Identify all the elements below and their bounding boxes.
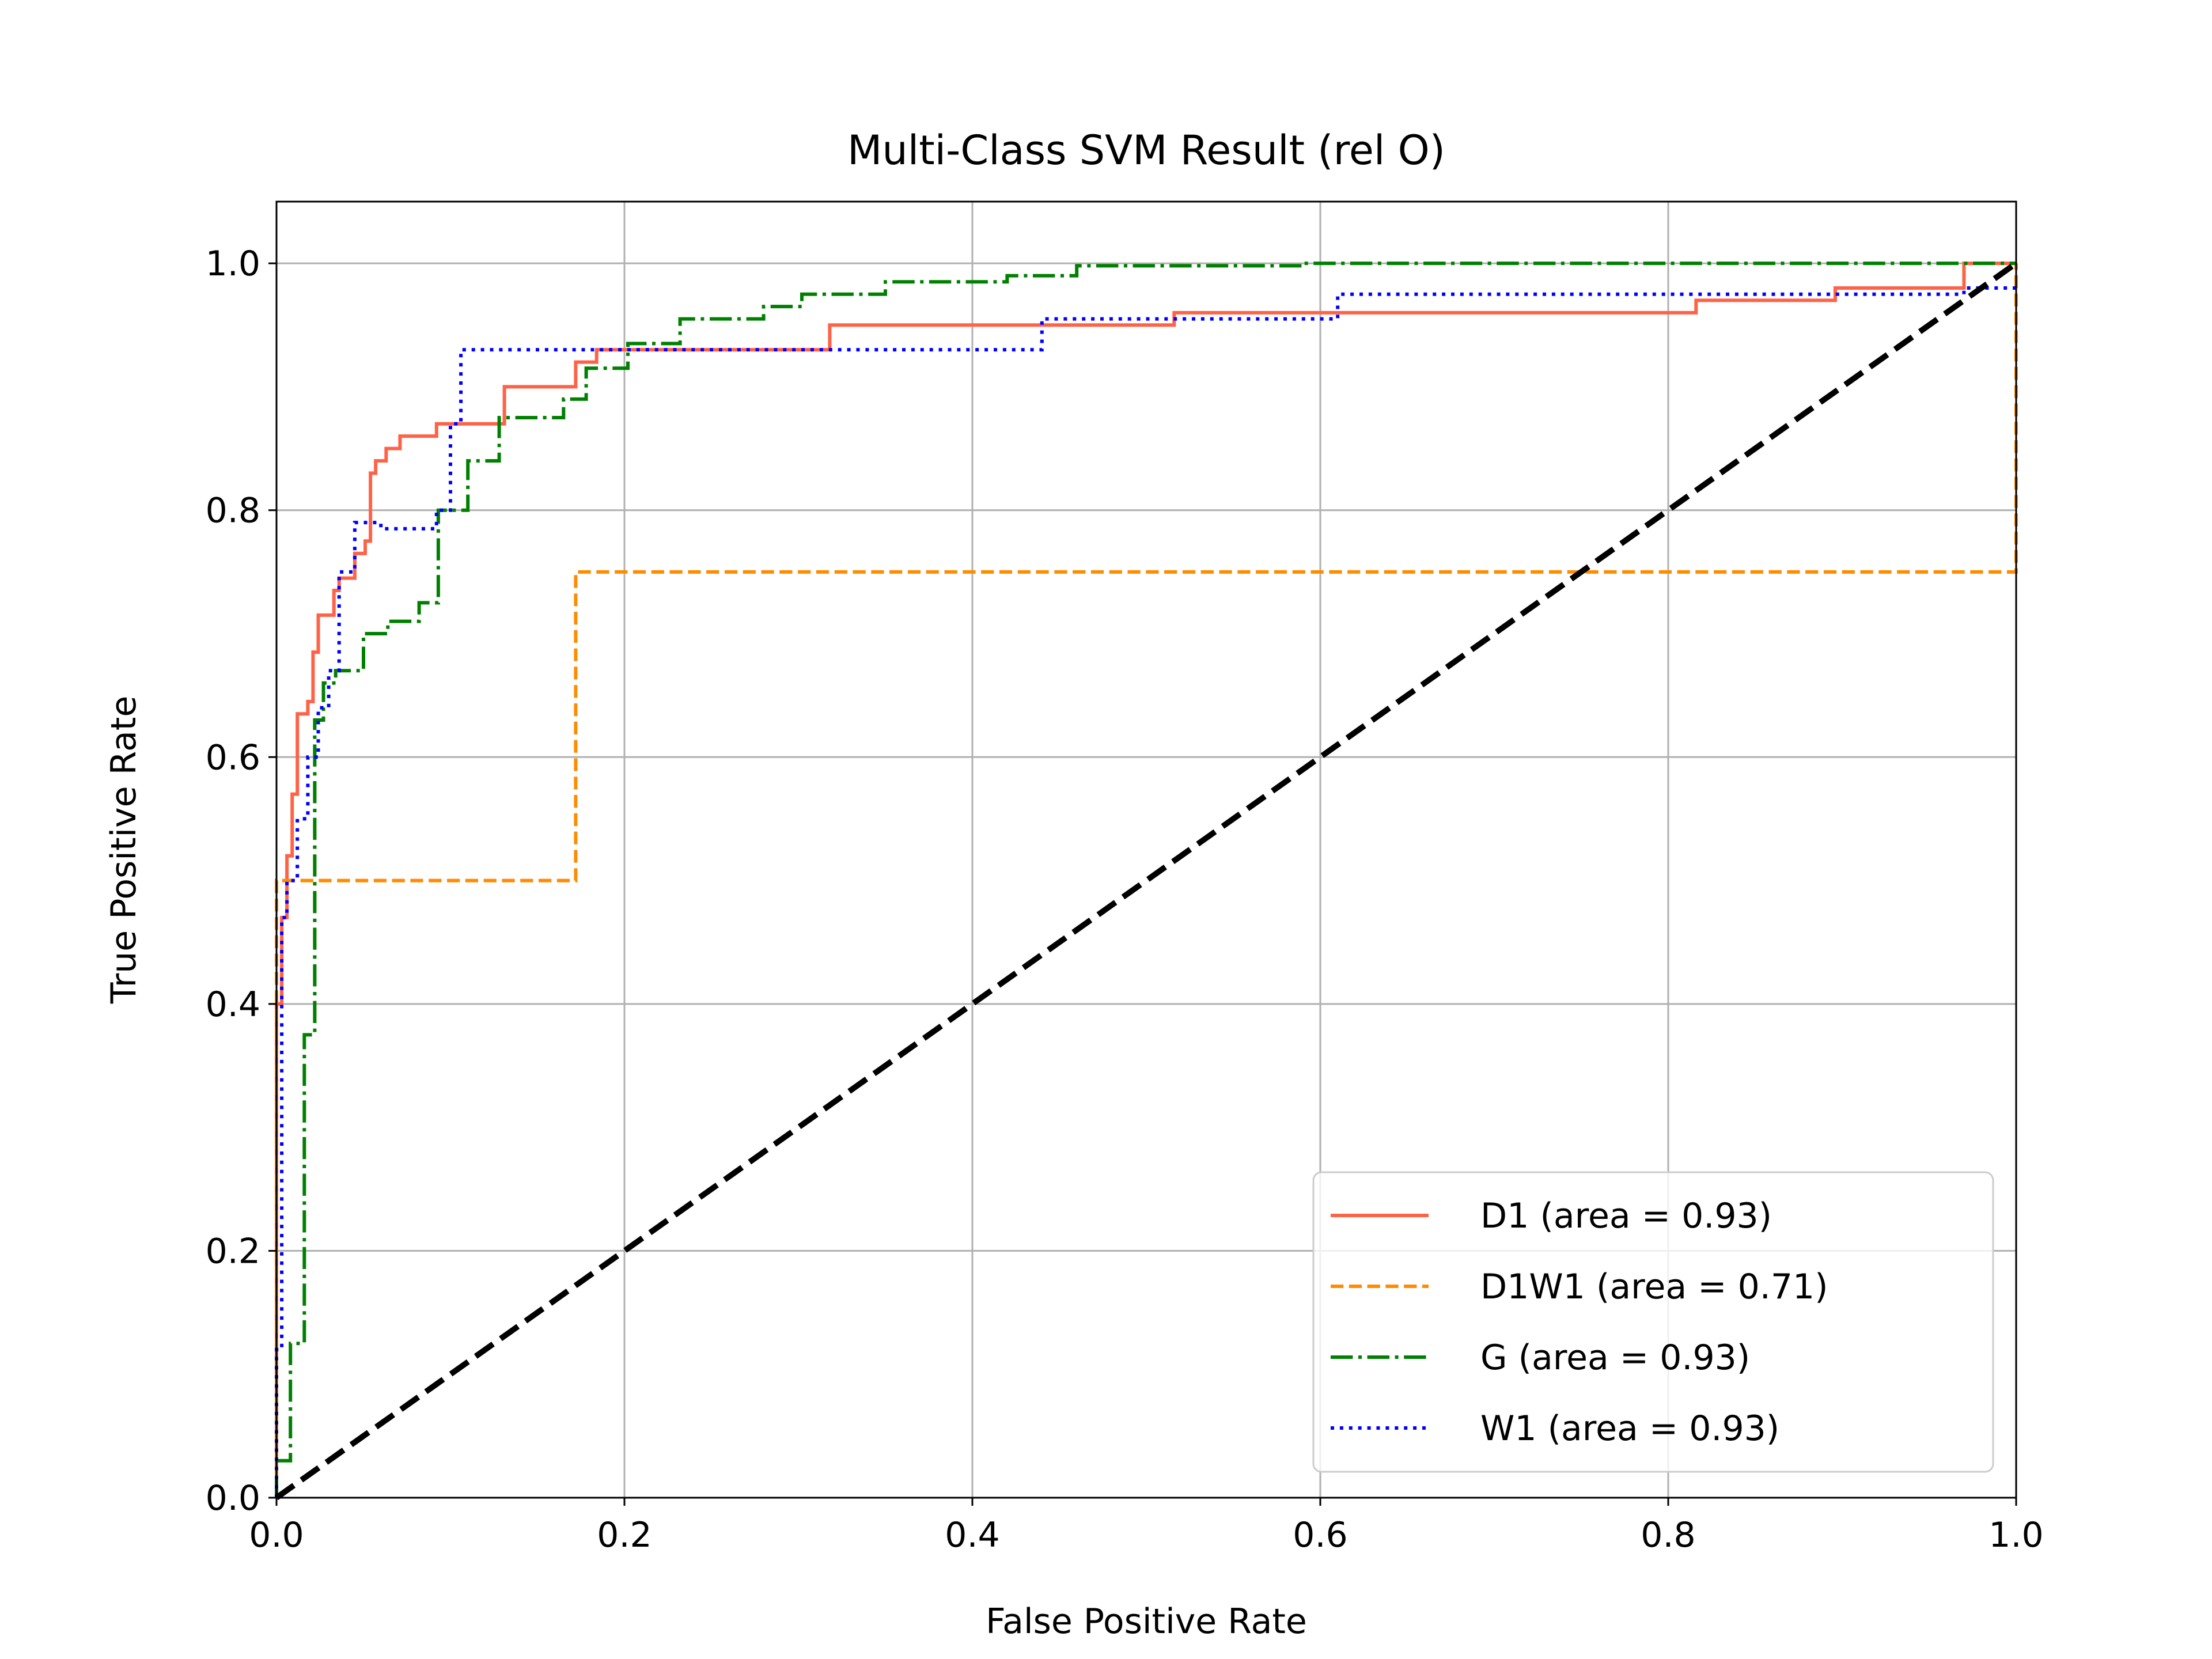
plot-frame xyxy=(275,200,2017,1499)
x-tick-label: 0.0 xyxy=(249,1515,304,1555)
series-line-2 xyxy=(275,262,2016,1498)
legend-label: D1 (area = 0.93) xyxy=(1480,1196,1772,1236)
series-line-3 xyxy=(275,286,2016,1498)
chart-title: Multi-Class SVM Result (rel O) xyxy=(847,127,1445,174)
axis-ticks: 0.0 0.2 0.4 0.6 0.8 1.0 0.0 0.2 0.4 0.6 0.8 1.0 xyxy=(206,244,2044,1555)
series-lines xyxy=(275,261,2018,1501)
legend-label: D1W1 (area = 0.71) xyxy=(1480,1267,1828,1307)
y-tick-label: 0.2 xyxy=(206,1231,260,1271)
chance-diagonal-line xyxy=(275,261,2018,1501)
x-tick-label: 0.6 xyxy=(1293,1515,1347,1555)
series-line-0 xyxy=(275,262,2016,1498)
y-tick-label: 0.4 xyxy=(206,984,260,1025)
legend-box xyxy=(1312,1171,1994,1473)
y-axis-label: True Positive Rate xyxy=(104,696,144,1004)
x-tick-label: 0.4 xyxy=(945,1515,999,1555)
y-tick-label: 1.0 xyxy=(206,244,260,284)
legend-label: G (area = 0.93) xyxy=(1480,1338,1750,1378)
y-tick-label: 0.8 xyxy=(206,491,260,531)
y-tick-label: 0.6 xyxy=(206,737,260,778)
x-axis-label: False Positive Rate xyxy=(986,1601,1307,1642)
x-tick-label: 0.8 xyxy=(1641,1515,1695,1555)
x-tick-label: 1.0 xyxy=(1988,1515,2043,1555)
y-tick-label: 0.0 xyxy=(206,1478,260,1518)
legend-label: W1 (area = 0.93) xyxy=(1480,1408,1779,1449)
legend: D1 (area = 0.93) D1W1 (area = 0.71) G (are… xyxy=(1312,1171,1994,1473)
x-tick-label: 0.2 xyxy=(597,1515,652,1555)
